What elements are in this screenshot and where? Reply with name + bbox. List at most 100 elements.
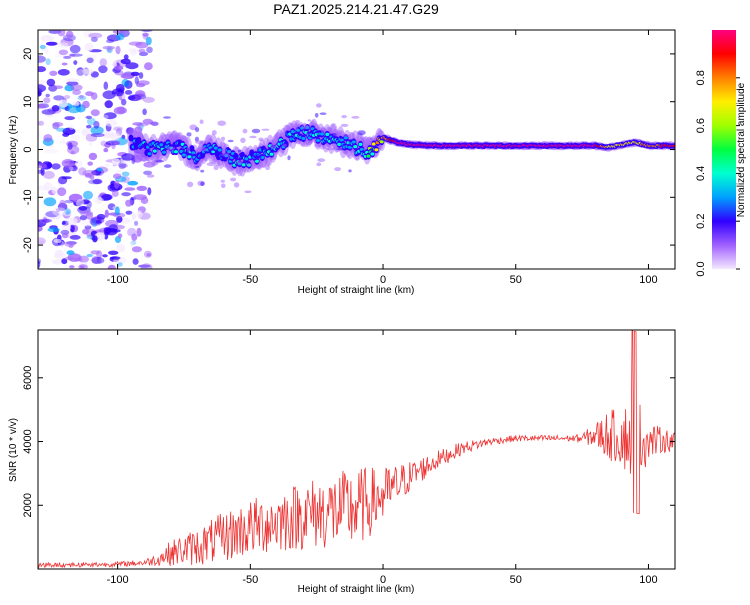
noise-blob (143, 250, 152, 258)
ridge-core (241, 163, 246, 167)
noise-blob (58, 99, 68, 108)
scatter-blob (314, 143, 321, 148)
noise-blob (82, 68, 94, 75)
ridge-core (366, 154, 371, 158)
snr-marks (38, 330, 675, 569)
noise-blob (132, 212, 136, 221)
scatter-blob (240, 137, 246, 143)
noise-blob (135, 41, 149, 49)
noise-blob (98, 65, 108, 74)
noise-blob (42, 216, 48, 225)
noise-blob (59, 139, 66, 144)
noise-blob (38, 163, 48, 169)
scatter-blob (249, 135, 257, 139)
noise-blob (44, 148, 59, 154)
scatter-blob (166, 146, 176, 151)
noise-blob (57, 187, 67, 197)
noise-blob (104, 209, 109, 218)
scatter-blob (164, 134, 168, 137)
noise-blob (70, 134, 80, 141)
noise-blob (67, 217, 78, 226)
noise-blob (121, 153, 135, 161)
noise-blob (86, 124, 92, 129)
noise-blob (103, 112, 117, 120)
noise-blob (130, 71, 140, 77)
noise-blob (78, 206, 88, 211)
noise-blob (103, 147, 109, 153)
scatter-blob (213, 164, 219, 171)
ridge-core (159, 143, 164, 147)
noise-blob (123, 54, 129, 60)
scatter-blob (146, 174, 155, 178)
noise-blob (76, 67, 85, 76)
ridge-core (147, 152, 152, 156)
scatter-blob (265, 165, 271, 170)
noise-blob (139, 157, 148, 162)
noise-blob (61, 232, 69, 239)
ridge-core (128, 136, 133, 140)
noise-blob (125, 62, 139, 70)
noise-blob (43, 170, 55, 180)
noise-blob (64, 95, 71, 99)
noise-blob (64, 256, 75, 260)
noise-blob (62, 220, 69, 226)
ridge-core (162, 150, 167, 154)
x-tick-label: -100 (107, 574, 129, 586)
noise-blob (131, 154, 143, 163)
noise-blob (104, 100, 113, 109)
noise-blob (43, 97, 51, 104)
noise-blob (47, 227, 60, 232)
y-tick-label: 20 (22, 48, 34, 60)
noise-blob (85, 115, 93, 119)
noise-blob (49, 70, 58, 77)
noise-blob (124, 187, 136, 191)
noise-blob (120, 58, 131, 65)
scatter-blob (294, 126, 299, 131)
noise-blob (69, 224, 75, 233)
noise-blob (132, 122, 144, 126)
ridge-core (255, 159, 259, 163)
noise-blob (134, 126, 143, 134)
noise-blob (88, 32, 103, 39)
noise-blob (38, 237, 46, 245)
scatter-blob (206, 162, 216, 167)
noise-blob (129, 48, 137, 56)
noise-blob (51, 186, 58, 195)
noise-blob (61, 62, 68, 66)
noise-blob (121, 171, 130, 177)
noise-blob (57, 69, 70, 76)
y-tick-label: -10 (22, 189, 34, 205)
ridge-core (358, 142, 363, 146)
scatter-blob (187, 181, 194, 188)
y-tick-label: 10 (22, 96, 34, 108)
y-tick-label: 2000 (22, 493, 34, 517)
noise-blob (61, 223, 72, 231)
noise-blob (101, 114, 109, 119)
scatter-blob (258, 164, 267, 168)
spectrogram-x-ticks: -100 -50 0 50 100 (107, 30, 658, 286)
noise-blob (52, 259, 64, 265)
noise-blob (84, 42, 94, 52)
noise-blob (124, 80, 133, 89)
noise-blob (69, 265, 75, 269)
noise-blob (87, 161, 93, 166)
noise-blob (138, 264, 151, 268)
noise-blob (116, 83, 125, 93)
noise-blob (85, 212, 94, 220)
noise-blob (103, 227, 112, 235)
scatter-blob (270, 143, 277, 149)
noise-blob (72, 89, 81, 96)
scatter-blob (261, 128, 270, 131)
noise-blob (127, 180, 139, 186)
noise-blob (131, 233, 138, 241)
scatter-blob (258, 137, 264, 142)
noise-blob (102, 254, 108, 258)
colorbar-tick-label: 0.6 (695, 118, 707, 133)
noise-blob (145, 36, 152, 46)
noise-blob (142, 96, 155, 103)
noise-blob (121, 98, 127, 106)
noise-blob (121, 192, 131, 197)
noise-blob (107, 264, 116, 269)
noise-blob (69, 124, 74, 130)
noise-blob (64, 116, 75, 121)
